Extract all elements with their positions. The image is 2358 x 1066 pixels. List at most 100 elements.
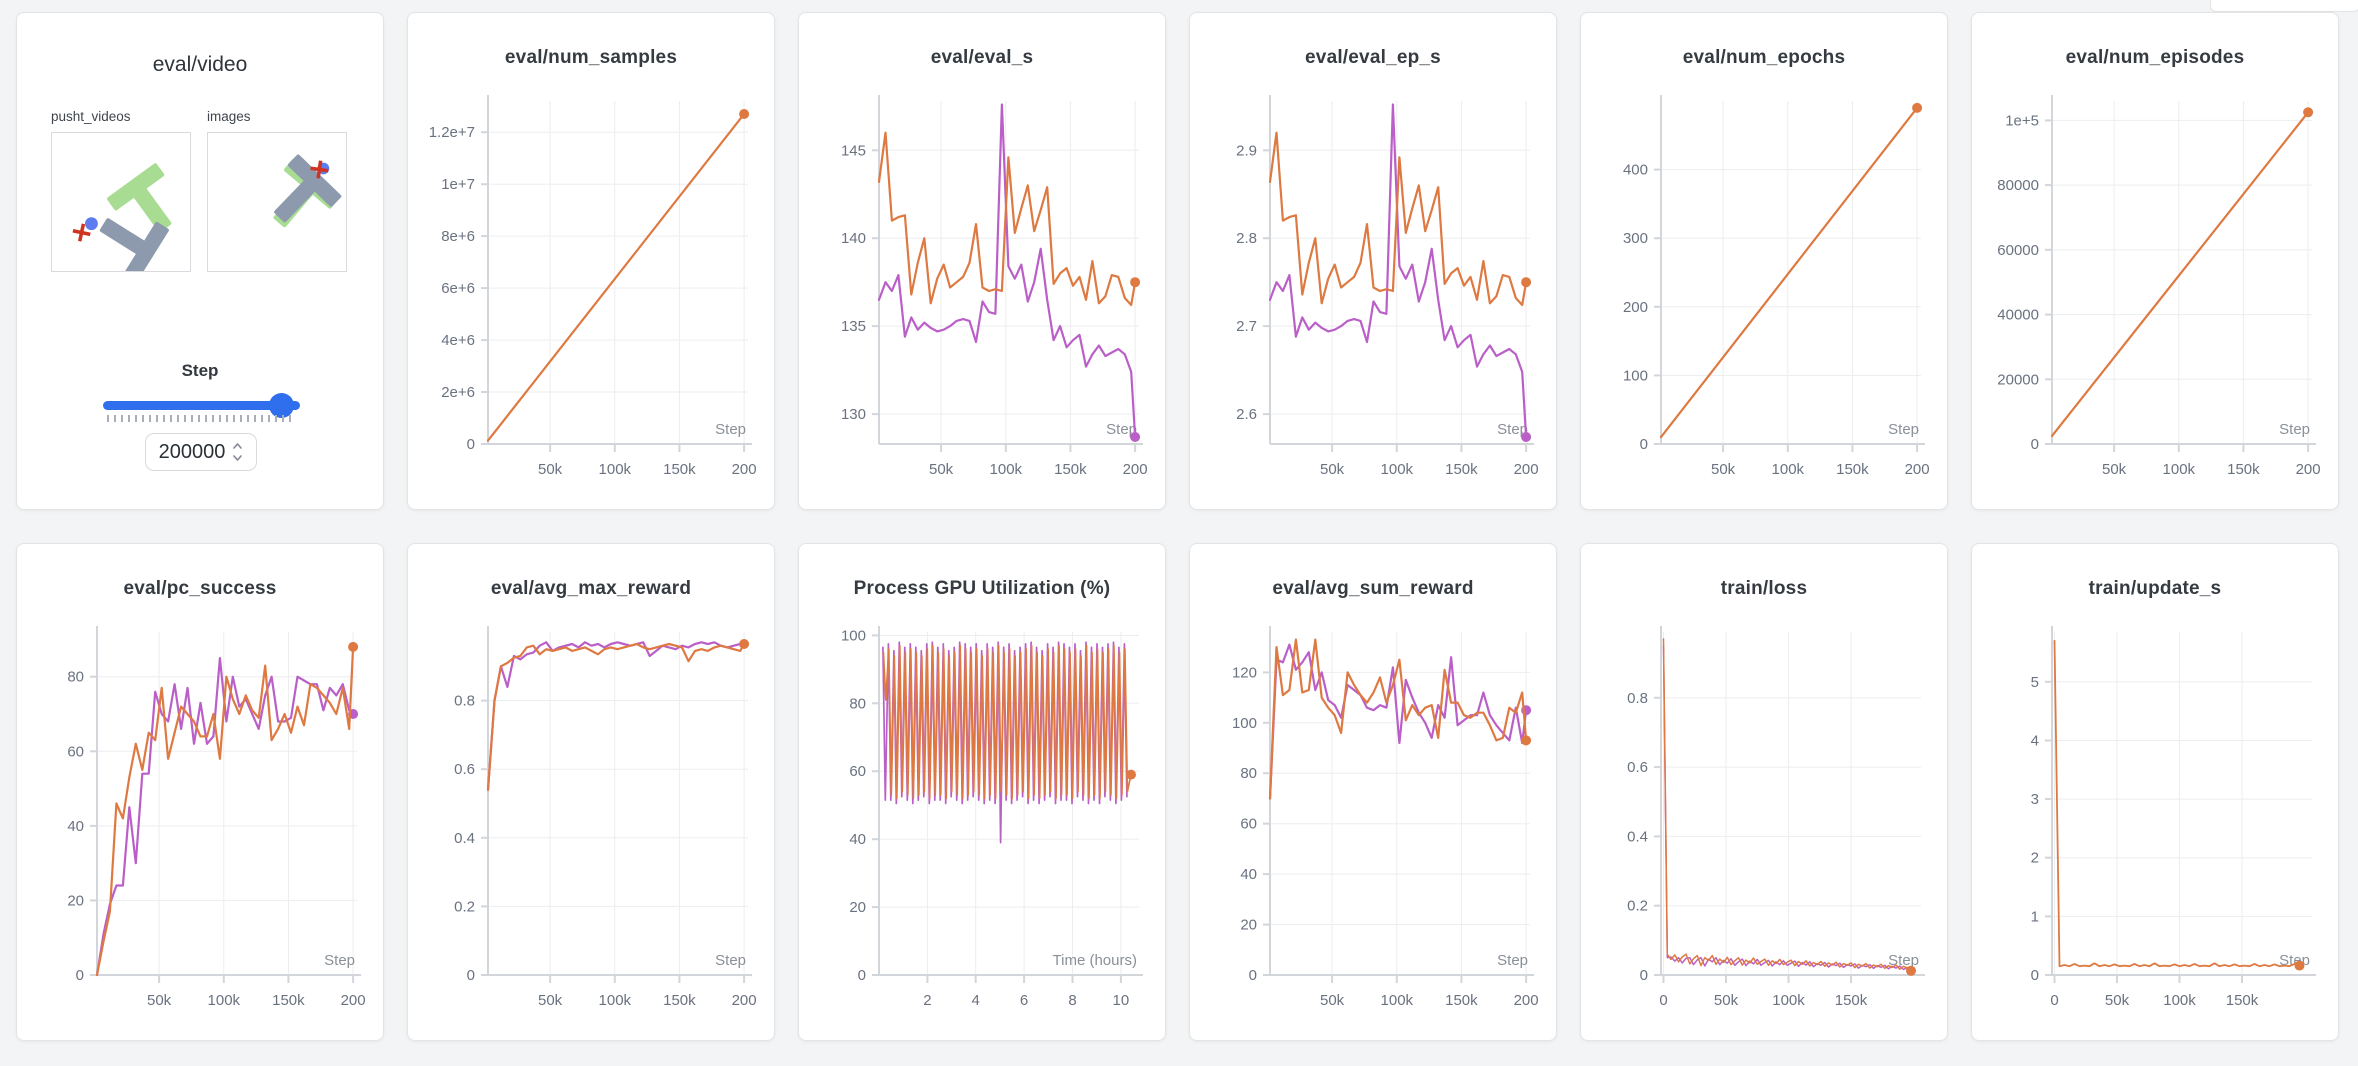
- chart-panel[interactable]: eval/num_samples 0 2e+6 4e+6 6e+6 8e+6 1e+7 1.2…: [407, 12, 775, 510]
- x-tick-label: 150k: [1054, 461, 1087, 478]
- x-axis-label: Step: [1497, 952, 1528, 969]
- x-tick-label: 150k: [1835, 992, 1868, 1009]
- y-tick-label: 0.8: [454, 693, 475, 710]
- x-tick-label: 50k: [1714, 992, 1739, 1009]
- y-tick-label: 0: [858, 967, 866, 984]
- x-axis-label: Step: [715, 421, 746, 438]
- goal-cross: [72, 223, 91, 242]
- x-axis-label: Step: [1497, 421, 1528, 438]
- chart-canvas: 2.6 2.7 2.8 2.9 50k 100k 150k 200 Step: [1236, 95, 1539, 478]
- y-tick-label: 0.6: [454, 761, 475, 778]
- chart-panel[interactable]: eval/pc_success 0 20 40 60 80 50k 100k 150k 200 St…: [16, 543, 384, 1041]
- step-number-input[interactable]: 200000: [145, 433, 257, 471]
- series-line-orange: [2053, 639, 2301, 968]
- chart-panel[interactable]: eval/eval_s 130 135 140 145 50k 100k 150k 200 Ste…: [798, 12, 1166, 510]
- chart-title: eval/num_epochs: [1682, 47, 1846, 68]
- y-tick-label: 6e+6: [441, 280, 475, 297]
- y-tick-label: 2.8: [1236, 230, 1257, 247]
- chart-title: eval/eval_ep_s: [1305, 47, 1441, 68]
- end-dot-orange: [1912, 102, 1923, 113]
- y-tick-label: 145: [841, 142, 866, 159]
- y-tick-label: 3: [2031, 791, 2039, 808]
- chart-title: train/loss: [1720, 578, 1808, 599]
- x-tick-label: 150k: [272, 992, 305, 1009]
- y-tick-label: 40000: [1997, 307, 2039, 324]
- end-dot-orange: [739, 109, 750, 119]
- x-tick-label: 200: [341, 992, 366, 1009]
- chart-panel[interactable]: eval/num_episodes 0 20000 40000 60000 80000 1e…: [1971, 12, 2339, 510]
- end-dot-orange: [1126, 769, 1136, 780]
- chart-panel[interactable]: eval/avg_max_reward 0 0.2 0.4 0.6 0.8 50k 100k 1…: [407, 543, 775, 1041]
- x-tick-label: 200: [732, 992, 757, 1009]
- y-tick-label: 1: [2031, 908, 2039, 925]
- step-slider[interactable]: [103, 393, 300, 423]
- images-thumbnail[interactable]: [207, 132, 347, 272]
- chart-panel[interactable]: train/loss 0 0.2 0.4 0.6 0.8 0 50k 100k 150k Step: [1580, 543, 1948, 1041]
- y-tick-label: 100: [1232, 715, 1257, 732]
- slider-thumb[interactable]: [269, 393, 294, 418]
- y-tick-label: 135: [841, 318, 866, 335]
- chart-title: eval/num_samples: [504, 47, 678, 68]
- y-tick-label: 130: [841, 406, 866, 423]
- stepper-arrows-icon[interactable]: [232, 440, 243, 464]
- y-tick-label: 1e+5: [2005, 112, 2039, 129]
- y-tick-label: 120: [1232, 664, 1257, 681]
- chart-title: eval/pc_success: [123, 578, 277, 599]
- y-tick-label: 2.9: [1236, 142, 1257, 159]
- y-tick-label: 60: [849, 763, 866, 780]
- y-tick-label: 80: [849, 695, 866, 712]
- y-tick-label: 20000: [1997, 371, 2039, 388]
- x-tick-label: 150k: [2227, 461, 2260, 478]
- y-tick-label: 0: [76, 967, 84, 984]
- x-axis-label: Step: [2279, 421, 2310, 438]
- y-tick-label: 200: [1623, 299, 1648, 316]
- y-tick-label: 0.4: [1627, 828, 1648, 845]
- chart-canvas: 0 20 40 60 80 50k 100k 150k 200 Step: [67, 626, 366, 1009]
- y-tick-label: 0: [1249, 967, 1257, 984]
- x-tick-label: 100k: [2163, 992, 2196, 1009]
- chart-panel[interactable]: eval/num_epochs 0 100 200 300 400 50k 100k 150k 2…: [1580, 12, 1948, 510]
- y-tick-label: 1e+7: [441, 176, 475, 193]
- chart-panel[interactable]: train/update_s 0 1 2 3 4 5 0 50k 100k 150k Step: [1971, 543, 2339, 1041]
- y-tick-label: 0.8: [1627, 690, 1648, 707]
- video-panel[interactable]: eval/video pusht_videos: [16, 12, 384, 510]
- x-tick-label: 0: [2050, 992, 2058, 1009]
- series-line-orange: [1659, 106, 1919, 439]
- gray-t-shape: [99, 218, 169, 281]
- y-tick-label: 20: [849, 899, 866, 916]
- chart-title: eval/num_episodes: [2065, 47, 2245, 68]
- x-tick-label: 150k: [663, 992, 696, 1009]
- y-tick-label: 0: [1640, 436, 1648, 453]
- x-tick-label: 100k: [1381, 992, 1414, 1009]
- end-dot-orange: [2303, 107, 2314, 118]
- x-tick-label: 100k: [208, 992, 241, 1009]
- x-axis-label: Step: [715, 952, 746, 969]
- chart-panel[interactable]: Process GPU Utilization (%) 0 20 40 60 80 100 2…: [798, 543, 1166, 1041]
- chart-panel[interactable]: eval/avg_sum_reward 0 20 40 60 80 100 120 50k 100…: [1189, 543, 1557, 1041]
- gray-t-shape: [274, 154, 342, 223]
- series-line-purple: [877, 103, 1137, 439]
- y-tick-label: 40: [849, 831, 866, 848]
- slider-tick-ruler: [107, 415, 296, 422]
- pusht-video-thumbnail[interactable]: [51, 132, 191, 281]
- series-line-purple: [1268, 103, 1528, 439]
- green-t-shape: [107, 163, 172, 233]
- y-tick-label: 0: [2031, 436, 2039, 453]
- y-tick-label: 80: [67, 669, 84, 686]
- y-tick-label: 0.6: [1627, 759, 1648, 776]
- chart-panel[interactable]: eval/eval_ep_s 2.6 2.7 2.8 2.9 50k 100k 150k 200…: [1189, 12, 1557, 510]
- end-dot-orange: [1521, 277, 1532, 288]
- y-tick-label: 0.4: [454, 830, 475, 847]
- end-dot-purple: [1521, 432, 1532, 442]
- partial-panel-edge: [2210, 0, 2358, 12]
- x-tick-label: 8: [1068, 992, 1076, 1009]
- x-tick-label: 10: [1113, 992, 1130, 1009]
- x-tick-label: 100k: [599, 992, 632, 1009]
- x-tick-label: 100k: [990, 461, 1023, 478]
- chart-title: eval/avg_max_reward: [490, 578, 692, 599]
- slider-track[interactable]: [103, 401, 300, 410]
- y-tick-label: 0: [2031, 967, 2039, 984]
- end-dot-purple: [1130, 432, 1141, 442]
